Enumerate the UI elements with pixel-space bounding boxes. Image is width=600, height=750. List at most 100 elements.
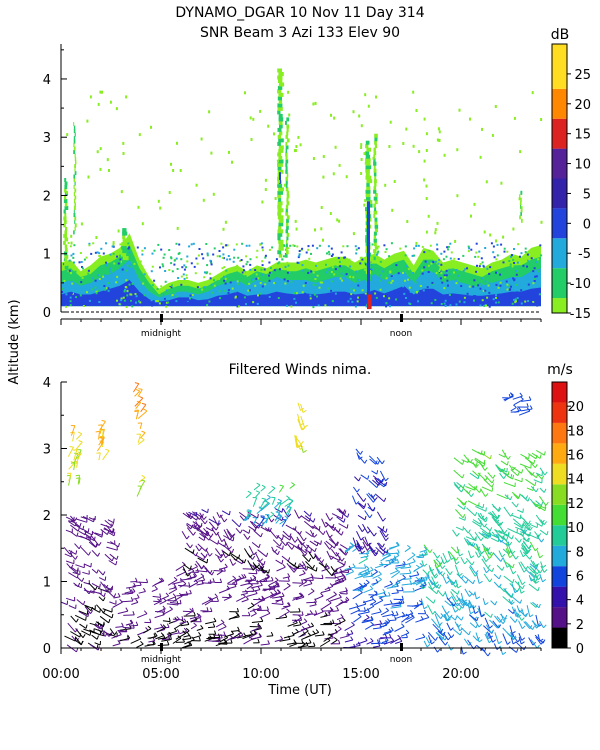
wind-barb-flag: [379, 623, 382, 628]
wind-barb-shaft: [314, 595, 324, 601]
snr-pixel: [443, 274, 446, 277]
wind-barb-flag: [537, 586, 540, 592]
wind-barb-flag: [498, 624, 502, 629]
wind-barb: [223, 630, 234, 638]
wind-barb-shaft: [184, 639, 195, 645]
wind-barb-flag: [213, 634, 216, 639]
snr-pixel: [164, 270, 167, 272]
wind-barb-flag: [384, 621, 388, 626]
snr-speck: [267, 124, 270, 128]
chart-title: DYNAMO_DGAR 10 Nov 11 Day 314: [175, 5, 424, 21]
wind-barb: [262, 591, 274, 600]
wind-barb: [491, 503, 502, 512]
wind-barb-flag: [405, 629, 410, 634]
wind-barb-flag: [140, 437, 145, 441]
snr-pixel: [356, 300, 359, 303]
wind-barb-shaft: [188, 582, 199, 588]
snr-colorbar-segment: [552, 298, 567, 313]
wind-barb: [420, 598, 428, 610]
wind-barb-flag: [210, 607, 213, 612]
wind-barb-flag: [266, 610, 271, 614]
wind-barb-shaft: [307, 590, 315, 596]
wind-barb: [197, 557, 209, 564]
snr-pixel: [447, 245, 450, 248]
winds-colorbar-unit: m/s: [547, 362, 573, 378]
snr-pixel: [222, 257, 225, 260]
wind-barb: [228, 612, 239, 620]
wind-barb: [481, 647, 491, 657]
wind-barb-shaft: [517, 581, 522, 594]
wind-barb: [243, 636, 253, 645]
snr-pixel: [236, 264, 239, 267]
wind-barb-shaft: [261, 518, 268, 527]
wind-barb-shaft: [132, 383, 140, 393]
snr-pixel: [248, 244, 251, 247]
wind-barb-flag: [118, 631, 122, 635]
wind-barb: [88, 582, 98, 591]
wind-barb-shaft: [429, 566, 435, 577]
wind-barb-shaft: [235, 577, 245, 581]
wind-barb-shaft: [384, 583, 393, 588]
wind-barb-flag: [531, 471, 535, 476]
wind-barb-shaft: [530, 524, 538, 529]
snr-column-cell: [277, 134, 281, 139]
snr-pixel: [423, 251, 426, 254]
snr-pixel: [334, 268, 337, 271]
wind-barb-shaft: [467, 602, 471, 614]
wind-barb-flag: [521, 625, 526, 629]
wind-barb-shaft: [254, 552, 261, 562]
wind-barb-flag: [211, 571, 215, 576]
wind-barb: [300, 416, 309, 428]
wind-barb: [331, 626, 342, 636]
wind-barb-flag: [235, 556, 239, 561]
wind-barb: [306, 565, 318, 572]
wind-barb-flag: [195, 512, 198, 517]
wind-barb: [151, 585, 158, 592]
snr-pixel: [475, 251, 478, 254]
snr-pixel: [535, 261, 538, 264]
wind-barb-shaft: [509, 625, 513, 634]
wind-barb: [70, 519, 82, 528]
snr-pixel: [432, 261, 435, 264]
snr-pixel: [258, 297, 261, 299]
wind-barb-shaft: [249, 607, 261, 613]
snr-speck: [264, 178, 267, 182]
wind-barb-shaft: [510, 551, 517, 560]
wind-barb: [386, 582, 399, 589]
snr-pixel: [231, 287, 234, 290]
snr-column-cell: [286, 197, 289, 202]
wind-barb: [144, 618, 152, 624]
wind-barb-shaft: [134, 397, 144, 407]
wind-barb-flag: [459, 627, 464, 632]
snr-pixel: [257, 294, 259, 297]
snr-pixel: [448, 268, 451, 271]
snr-pixel: [218, 278, 221, 281]
snr-pixel: [311, 244, 314, 247]
wind-barb-flag: [259, 558, 264, 562]
wind-barb-shaft: [297, 402, 301, 411]
wind-barb-shaft: [434, 610, 442, 620]
snr-pixel: [246, 260, 249, 263]
wind-barb-shaft: [354, 476, 360, 482]
wind-barb-shaft: [67, 446, 74, 457]
wind-barb: [451, 602, 462, 611]
snr-pixel: [527, 300, 530, 302]
snr-pixel: [445, 255, 448, 258]
wind-barb-shaft: [348, 606, 359, 610]
snr-pixel: [68, 259, 71, 262]
snr-pixel: [395, 298, 398, 301]
wind-barb-flag: [330, 620, 333, 625]
snr-pixel: [67, 270, 70, 273]
snr-pixel: [402, 271, 404, 274]
wind-barb-shaft: [117, 610, 129, 615]
wind-barb: [178, 582, 191, 587]
snr-pixel: [301, 264, 304, 267]
wind-barb-flag: [367, 475, 370, 480]
wind-barb: [217, 623, 227, 631]
wind-barb-flag: [457, 590, 460, 595]
wind-barb-flag: [189, 565, 192, 570]
wind-barb-shaft: [167, 632, 180, 636]
wind-barb-flag: [95, 430, 100, 433]
wind-barb: [91, 634, 99, 640]
wind-barb-shaft: [372, 573, 382, 579]
